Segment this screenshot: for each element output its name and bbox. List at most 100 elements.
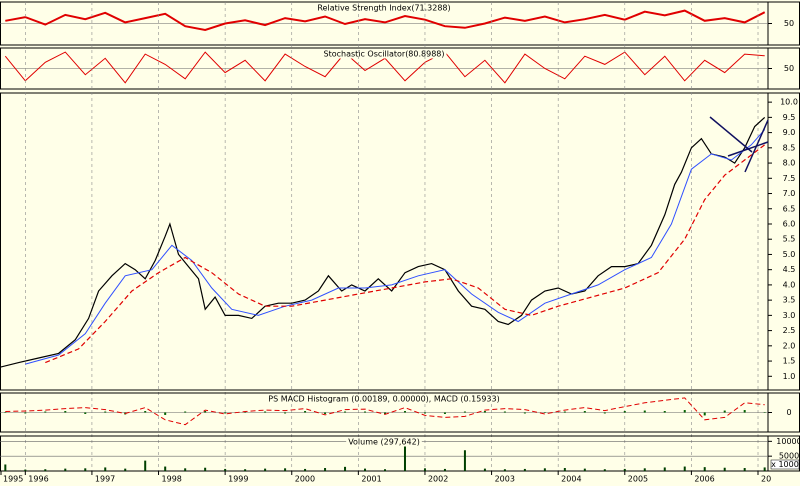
series-line xyxy=(5,397,765,426)
bar xyxy=(583,411,586,413)
y-tick-label: 5.0 xyxy=(783,250,796,259)
bar xyxy=(523,468,526,471)
bar xyxy=(164,466,167,471)
bar xyxy=(264,411,267,413)
x-tick-label: 2002 xyxy=(428,475,448,484)
bar xyxy=(24,412,27,414)
bar xyxy=(643,410,646,413)
bar xyxy=(523,412,526,414)
bar xyxy=(383,469,386,471)
y-tick-label: 4.0 xyxy=(783,280,796,289)
bar xyxy=(683,410,686,413)
x-tick-label: 2000 xyxy=(295,475,315,484)
bar xyxy=(443,412,446,414)
bar xyxy=(703,412,706,416)
x-tick-label: 1996 xyxy=(28,475,48,484)
series-line xyxy=(45,144,766,364)
bar xyxy=(304,411,307,413)
panel-title: Stochastic Oscillator(80.8988) xyxy=(323,50,444,59)
bar xyxy=(44,469,47,471)
bar xyxy=(603,412,606,414)
x-tick-label: 1995 xyxy=(3,475,23,484)
y-tick-label: 7.5 xyxy=(783,174,796,183)
bar xyxy=(124,468,127,471)
bar xyxy=(603,469,606,471)
bar xyxy=(483,411,486,413)
bar xyxy=(224,412,227,414)
trendline xyxy=(727,141,769,157)
bar xyxy=(284,412,287,414)
series-line xyxy=(5,9,766,32)
bar xyxy=(503,411,506,413)
bar xyxy=(463,411,466,413)
trendlines xyxy=(709,116,769,173)
title-background xyxy=(315,3,453,13)
title-background xyxy=(266,394,502,404)
bar xyxy=(44,411,47,413)
bar xyxy=(144,460,147,471)
bar xyxy=(743,410,746,413)
title-background xyxy=(321,49,447,59)
bar xyxy=(723,467,726,471)
unit-box xyxy=(770,459,800,470)
bar xyxy=(463,450,466,471)
bar xyxy=(24,469,27,471)
bar xyxy=(64,411,67,413)
y-tick-label: 50 xyxy=(784,19,794,28)
bar xyxy=(583,468,586,471)
title-background xyxy=(346,437,422,447)
x-tick-label: 2003 xyxy=(495,475,515,484)
bar xyxy=(364,468,367,471)
bar xyxy=(383,412,386,414)
bar xyxy=(663,411,666,413)
x-tick-label: 2005 xyxy=(628,475,648,484)
bar xyxy=(84,468,87,471)
x-tick-label: 20 xyxy=(761,475,771,484)
bar xyxy=(104,411,107,413)
bar xyxy=(164,412,167,415)
y-tick-label: 6.5 xyxy=(783,204,796,213)
bar xyxy=(423,412,426,414)
bar xyxy=(443,468,446,471)
y-tick-label: 50 xyxy=(784,64,794,73)
bar xyxy=(563,411,566,413)
y-tick-label: 1.0 xyxy=(783,372,796,381)
bar xyxy=(204,411,207,413)
bar xyxy=(683,466,686,471)
bar xyxy=(64,468,67,471)
bar xyxy=(543,468,546,471)
bar xyxy=(643,468,646,471)
bar xyxy=(144,411,147,413)
y-tick-label: 6.0 xyxy=(783,219,796,228)
x-tick-label: 2001 xyxy=(361,475,381,484)
y-tick-label: 1.5 xyxy=(783,357,796,366)
y-tick-label: 3.0 xyxy=(783,311,796,320)
bar xyxy=(244,469,247,471)
bar xyxy=(563,468,566,471)
bar xyxy=(743,468,746,471)
bar xyxy=(104,467,107,471)
y-tick-label: 10.0 xyxy=(780,98,798,107)
bar xyxy=(703,467,706,471)
bar xyxy=(344,411,347,413)
bar xyxy=(763,467,766,471)
y-tick-label: 8.5 xyxy=(783,143,796,152)
panel-title: PS MACD Histogram (0.00189, 0.00000), MA… xyxy=(268,395,499,404)
y-tick-label: 10000 xyxy=(776,437,800,446)
y-tick-label: 0 xyxy=(786,408,791,417)
y-tick-label: 3.5 xyxy=(783,296,796,305)
bar xyxy=(623,411,626,413)
bar xyxy=(483,468,486,471)
bar xyxy=(324,468,327,471)
y-tick-label: 2.0 xyxy=(783,341,796,350)
y-tick-label: 5.5 xyxy=(783,235,796,244)
bar xyxy=(543,412,546,413)
x-tick-label: 2004 xyxy=(561,475,581,484)
bar xyxy=(723,410,726,413)
bar xyxy=(4,412,7,413)
y-tick-label: 9.5 xyxy=(783,113,796,122)
x-tick-label: 1998 xyxy=(162,475,182,484)
bar xyxy=(244,412,247,413)
